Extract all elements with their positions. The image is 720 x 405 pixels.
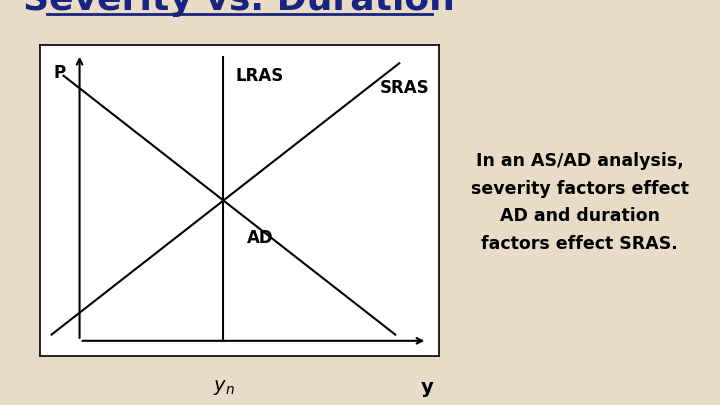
Text: Severity vs. Duration: Severity vs. Duration xyxy=(24,0,455,17)
Text: P: P xyxy=(53,64,66,82)
Text: AD: AD xyxy=(248,229,274,247)
Text: LRAS: LRAS xyxy=(235,67,284,85)
Text: y: y xyxy=(420,378,433,397)
Text: SRAS: SRAS xyxy=(379,79,429,97)
Text: $y_n$: $y_n$ xyxy=(212,378,234,397)
Text: In an AS/AD analysis,
severity factors effect
AD and duration
factors effect SRA: In an AS/AD analysis, severity factors e… xyxy=(471,152,688,253)
